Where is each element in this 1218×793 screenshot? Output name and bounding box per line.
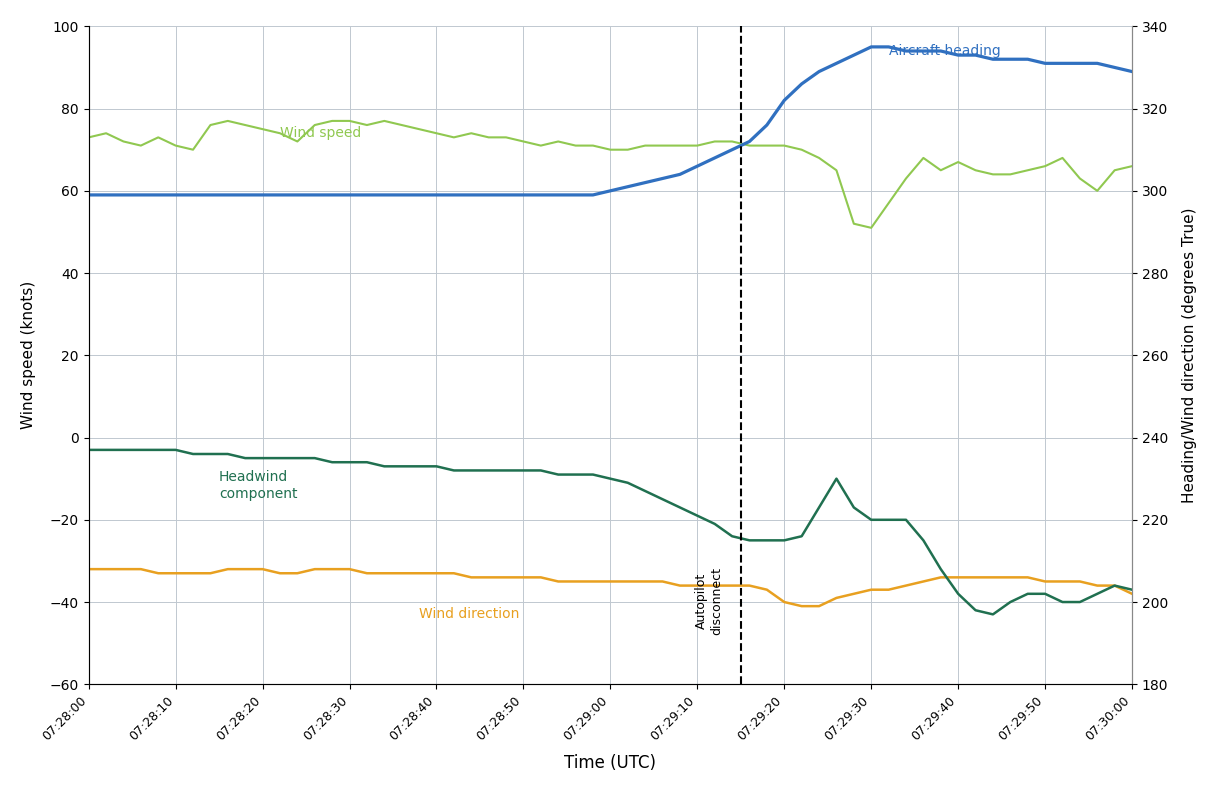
Y-axis label: Wind speed (knots): Wind speed (knots) xyxy=(21,282,35,430)
Text: Autopilot
disconnect: Autopilot disconnect xyxy=(695,567,723,635)
Text: Wind direction: Wind direction xyxy=(419,607,519,622)
Text: Aircraft heading: Aircraft heading xyxy=(889,44,1000,58)
X-axis label: Time (UTC): Time (UTC) xyxy=(564,754,657,772)
Text: Wind speed: Wind speed xyxy=(280,126,362,140)
Y-axis label: Heading/Wind direction (degrees True): Heading/Wind direction (degrees True) xyxy=(1183,208,1197,503)
Text: Headwind
component: Headwind component xyxy=(219,470,297,500)
